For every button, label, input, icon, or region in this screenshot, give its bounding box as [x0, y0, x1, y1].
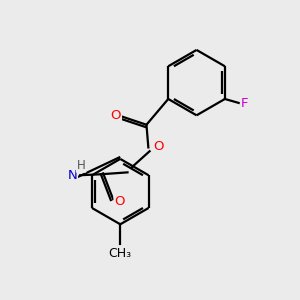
Text: H: H — [77, 159, 85, 172]
Text: CH₃: CH₃ — [109, 247, 132, 260]
Text: F: F — [241, 98, 248, 110]
Text: N: N — [67, 169, 77, 182]
Text: O: O — [115, 194, 125, 208]
Text: O: O — [110, 109, 121, 122]
Text: O: O — [153, 140, 164, 153]
